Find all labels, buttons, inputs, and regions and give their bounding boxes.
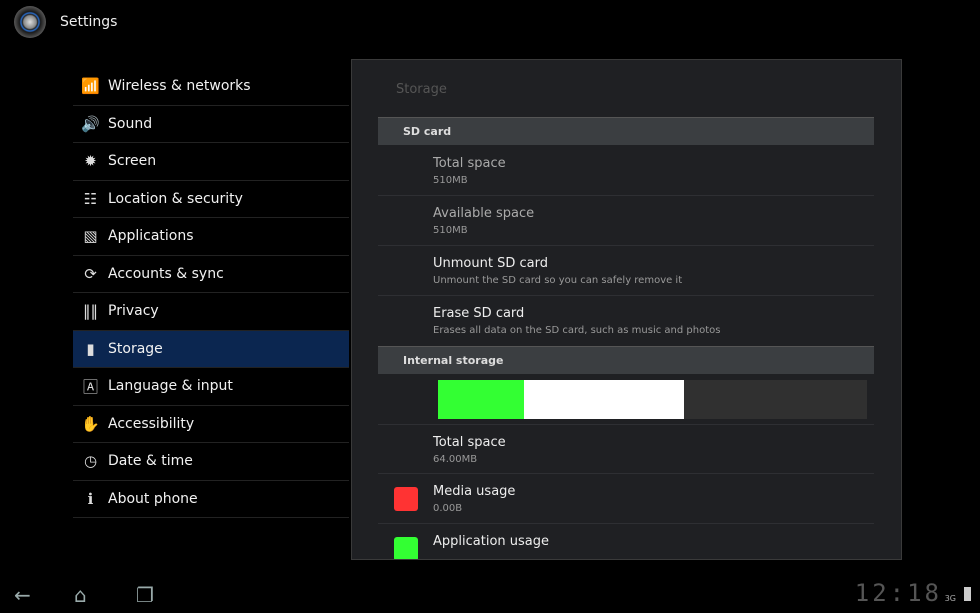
- sidebar-item-screen[interactable]: ✹ Screen: [73, 143, 349, 181]
- sidebar-item-language-input[interactable]: 🄰 Language & input: [73, 368, 349, 406]
- pref-summary: 510MB: [433, 175, 468, 186]
- sidebar-item-label: Privacy: [108, 303, 159, 320]
- status-clock: 12:18: [854, 579, 942, 607]
- location-grid-icon: ☷: [83, 189, 98, 208]
- internal-total-space: Total space 64.00MB: [378, 424, 874, 474]
- battery-charging-icon: [964, 587, 971, 601]
- sd-total-space: Total space 510MB: [378, 146, 874, 196]
- sidebar-item-about-phone[interactable]: ℹ About phone: [73, 481, 349, 518]
- brightness-icon: ✹: [84, 152, 97, 171]
- usage-bar-segment-0: [438, 380, 524, 419]
- sidebar-item-label: Wireless & networks: [108, 78, 251, 95]
- recent-apps-button[interactable]: ❐: [136, 583, 154, 607]
- erase-sd-card[interactable]: Erase SD card Erases all data on the SD c…: [378, 296, 874, 346]
- sidebar-item-storage[interactable]: ▮ Storage: [73, 330, 349, 368]
- sidebar-item-wireless[interactable]: 📶 Wireless & networks: [73, 68, 349, 106]
- pref-summary: Unmount the SD card so you can safely re…: [433, 275, 683, 286]
- back-button[interactable]: ←: [14, 583, 31, 607]
- pref-summary: Erases all data on the SD card, such as …: [433, 325, 721, 336]
- settings-app-icon: [14, 6, 46, 38]
- pref-summary: 0.00B: [433, 503, 463, 514]
- sidebar-item-label: Storage: [108, 340, 163, 357]
- pref-title: Media usage: [433, 484, 516, 499]
- clock-icon: ◷: [83, 452, 98, 471]
- media-color-swatch: [394, 487, 418, 511]
- wifi-icon: 📶: [81, 77, 100, 96]
- applications-icon: ▧: [83, 227, 98, 246]
- sync-icon: ⟳: [84, 264, 97, 283]
- privacy-icon: ‖‖: [83, 302, 98, 321]
- unmount-sd-card[interactable]: Unmount SD card Unmount the SD card so yo…: [378, 246, 874, 296]
- pref-title: Available space: [433, 206, 535, 221]
- sidebar-item-applications[interactable]: ▧ Applications: [73, 218, 349, 256]
- app-title: Settings: [60, 14, 118, 30]
- info-icon: ℹ: [87, 489, 94, 508]
- internal-usage-bar: [438, 380, 867, 419]
- sidebar-item-label: Screen: [108, 153, 157, 170]
- sidebar-item-location-security[interactable]: ☷ Location & security: [73, 181, 349, 218]
- sd-card-header: SD card: [378, 117, 874, 145]
- sd-card-icon: ▮: [86, 339, 95, 358]
- internal-storage-header: Internal storage: [378, 346, 874, 374]
- media-usage: Media usage 0.00B: [378, 474, 874, 524]
- sidebar-item-label: Location & security: [108, 190, 243, 207]
- keyboard-a-icon: 🄰: [82, 377, 98, 396]
- storage-panel: Storage SD card Total space 510MB Availab…: [351, 59, 902, 560]
- pref-summary: 64.00MB: [433, 454, 478, 465]
- application-color-swatch: [394, 537, 418, 559]
- home-button[interactable]: ⌂: [74, 583, 87, 607]
- sidebar-item-label: Sound: [108, 115, 153, 132]
- sidebar-item-label: Language & input: [108, 378, 233, 395]
- sidebar-item-accessibility[interactable]: ✋ Accessibility: [73, 406, 349, 443]
- sidebar-item-label: Accessibility: [108, 415, 195, 432]
- pref-title: Total space: [433, 435, 506, 450]
- application-usage: Application usage: [378, 524, 874, 559]
- hand-icon: ✋: [81, 414, 100, 433]
- pref-title: Unmount SD card: [433, 256, 548, 271]
- sidebar-item-accounts-sync[interactable]: ⟳ Accounts & sync: [73, 256, 349, 293]
- settings-sidebar: 📶 Wireless & networks 🔊 Sound ✹ Screen ☷ Loc…: [73, 68, 349, 518]
- panel-title: Storage: [396, 82, 447, 97]
- pref-summary: 510MB: [433, 225, 468, 236]
- pref-title: Application usage: [433, 534, 549, 549]
- sidebar-item-label: Accounts & sync: [108, 265, 224, 282]
- sidebar-item-sound[interactable]: 🔊 Sound: [73, 106, 349, 143]
- sidebar-item-date-time[interactable]: ◷ Date & time: [73, 443, 349, 481]
- sd-available-space: Available space 510MB: [378, 196, 874, 246]
- sidebar-item-label: Applications: [108, 228, 194, 245]
- pref-title: Erase SD card: [433, 306, 525, 321]
- speaker-icon: 🔊: [81, 114, 100, 133]
- sidebar-item-label: Date & time: [108, 453, 193, 470]
- pref-title: Total space: [433, 156, 506, 171]
- network-3g-icon: 3G: [944, 594, 956, 603]
- sidebar-item-privacy[interactable]: ‖‖ Privacy: [73, 293, 349, 331]
- sidebar-item-label: About phone: [108, 490, 198, 507]
- usage-bar-segment-1: [523, 380, 684, 419]
